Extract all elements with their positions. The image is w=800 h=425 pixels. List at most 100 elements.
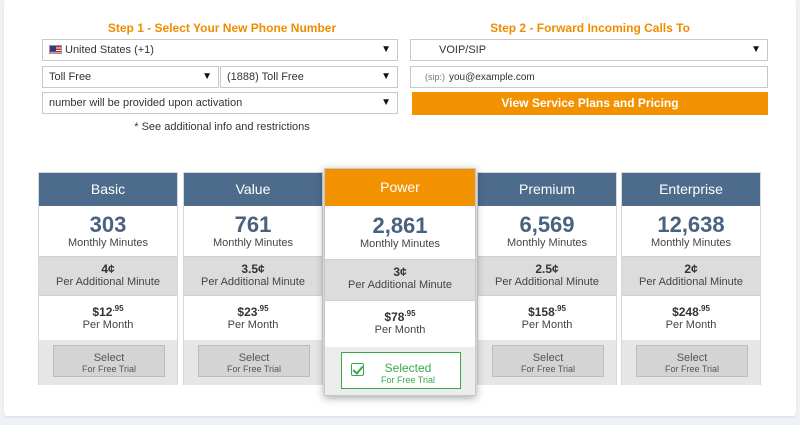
- minutes-label: Monthly Minutes: [650, 237, 732, 249]
- plan-action: Select For Free Trial: [622, 340, 760, 385]
- prefix-select[interactable]: (1888) Toll Free ▼: [220, 66, 398, 88]
- plan-price: $12.95 Per Month: [39, 296, 177, 340]
- number-value: number will be provided upon activation: [49, 97, 243, 109]
- select-basic-button[interactable]: Select For Free Trial: [53, 345, 165, 377]
- button-sublabel: For Free Trial: [520, 363, 575, 374]
- price-dollars: $23: [237, 305, 258, 319]
- plan-action: Selected For Free Trial: [325, 347, 475, 395]
- price-dollars: $78: [384, 310, 405, 324]
- price-value: $78.95: [325, 301, 475, 324]
- plan-minutes: 303 Monthly Minutes: [39, 206, 177, 256]
- button-label: Select: [93, 351, 125, 364]
- price-label: Per Month: [374, 324, 426, 336]
- price-cents: .95: [257, 304, 269, 313]
- us-flag-icon: [49, 45, 62, 54]
- plan-action: Select For Free Trial: [184, 340, 322, 385]
- button-sublabel: For Free Trial: [81, 363, 136, 374]
- minutes-label: Monthly Minutes: [67, 237, 149, 249]
- plan-name: Premium: [478, 173, 616, 206]
- price-label: Per Month: [665, 319, 717, 331]
- rate-label: Per Additional Minute: [56, 276, 160, 288]
- plan-rate: 2¢ Per Additional Minute: [622, 256, 760, 296]
- plan-rate: 4¢ Per Additional Minute: [39, 256, 177, 296]
- plan-name: Value: [184, 173, 322, 206]
- plan-minutes: 761 Monthly Minutes: [184, 206, 322, 256]
- plan-action: Select For Free Trial: [478, 340, 616, 385]
- chevron-down-icon: ▼: [751, 44, 761, 55]
- forward-method-select[interactable]: VOIP/SIP ▼: [410, 39, 768, 61]
- step1-title: Step 1 - Select Your New Phone Number: [107, 21, 337, 35]
- rate-value: 2¢: [684, 262, 698, 276]
- plan-price: $248.95 Per Month: [622, 296, 760, 340]
- plan-name: Power: [325, 169, 475, 206]
- country-select[interactable]: United States (+1) ▼: [42, 39, 398, 61]
- select-premium-button[interactable]: Select For Free Trial: [492, 345, 604, 377]
- prefix-value: (1888) Toll Free: [227, 71, 304, 83]
- plan-price: $23.95 Per Month: [184, 296, 322, 340]
- price-cents: .95: [554, 304, 566, 313]
- page-container: Step 1 - Select Your New Phone Number St…: [4, 0, 796, 416]
- sip-address-value: you@example.com: [449, 72, 535, 83]
- chevron-down-icon: ▼: [202, 71, 212, 82]
- minutes-label: Monthly Minutes: [212, 237, 294, 249]
- plan-card-premium: Premium 6,569 Monthly Minutes 2.5¢ Per A…: [477, 172, 617, 385]
- number-select[interactable]: number will be provided upon activation …: [42, 92, 398, 114]
- button-sublabel: For Free Trial: [226, 363, 281, 374]
- select-enterprise-button[interactable]: Select For Free Trial: [636, 345, 748, 377]
- plan-rate: 2.5¢ Per Additional Minute: [478, 256, 616, 296]
- button-sublabel: For Free Trial: [380, 374, 435, 385]
- plan-action: Select For Free Trial: [39, 340, 177, 385]
- rate-label: Per Additional Minute: [639, 276, 743, 288]
- price-dollars: $158: [528, 305, 555, 319]
- rate-label: Per Additional Minute: [348, 279, 452, 291]
- chevron-down-icon: ▼: [381, 71, 391, 82]
- minutes-count: 761: [234, 212, 272, 237]
- plan-card-enterprise: Enterprise 12,638 Monthly Minutes 2¢ Per…: [621, 172, 761, 385]
- plan-card-value: Value 761 Monthly Minutes 3.5¢ Per Addit…: [183, 172, 323, 385]
- rate-value: 4¢: [101, 262, 115, 276]
- plan-name: Basic: [39, 173, 177, 206]
- rate-value: 2.5¢: [535, 262, 559, 276]
- selected-power-button[interactable]: Selected For Free Trial: [341, 352, 461, 389]
- minutes-label: Monthly Minutes: [506, 237, 588, 249]
- step2-title: Step 2 - Forward Incoming Calls To: [490, 21, 690, 35]
- plan-minutes: 2,861 Monthly Minutes: [325, 206, 475, 259]
- price-cents: .95: [112, 304, 124, 313]
- rate-value: 3.5¢: [241, 262, 265, 276]
- chevron-down-icon: ▼: [381, 44, 391, 55]
- button-label: Select: [238, 351, 270, 364]
- select-value-button[interactable]: Select For Free Trial: [198, 345, 310, 377]
- plan-rate: 3.5¢ Per Additional Minute: [184, 256, 322, 296]
- price-value: $12.95: [39, 296, 177, 319]
- button-label: Select: [532, 351, 564, 364]
- price-dollars: $12: [92, 305, 113, 319]
- plan-card-power: Power 2,861 Monthly Minutes 3¢ Per Addit…: [324, 168, 476, 396]
- rate-value: 3¢: [393, 265, 407, 279]
- sip-prefix: (sip:): [425, 72, 445, 82]
- chevron-down-icon: ▼: [381, 97, 391, 108]
- price-label: Per Month: [82, 319, 134, 331]
- number-type-select[interactable]: Toll Free ▼: [42, 66, 219, 88]
- button-sublabel: For Free Trial: [664, 363, 719, 374]
- plan-price: $78.95 Per Month: [325, 301, 475, 347]
- check-icon: [351, 363, 364, 376]
- plan-name: Enterprise: [622, 173, 760, 206]
- price-value: $23.95: [184, 296, 322, 319]
- minutes-count: 2,861: [372, 213, 428, 238]
- plan-minutes: 6,569 Monthly Minutes: [478, 206, 616, 256]
- price-dollars: $248: [672, 305, 699, 319]
- sip-address-field[interactable]: (sip:) you@example.com: [410, 66, 768, 88]
- minutes-count: 6,569: [519, 212, 575, 237]
- rate-label: Per Additional Minute: [495, 276, 599, 288]
- price-value: $158.95: [478, 296, 616, 319]
- minutes-count: 12,638: [657, 212, 725, 237]
- minutes-label: Monthly Minutes: [359, 238, 441, 250]
- button-label: Selected: [384, 360, 432, 375]
- country-value: United States (+1): [65, 44, 154, 56]
- price-cents: .95: [404, 309, 416, 318]
- plan-minutes: 12,638 Monthly Minutes: [622, 206, 760, 256]
- plan-price: $158.95 Per Month: [478, 296, 616, 340]
- view-plans-button[interactable]: View Service Plans and Pricing: [412, 92, 768, 115]
- rate-label: Per Additional Minute: [201, 276, 305, 288]
- minutes-count: 303: [89, 212, 127, 237]
